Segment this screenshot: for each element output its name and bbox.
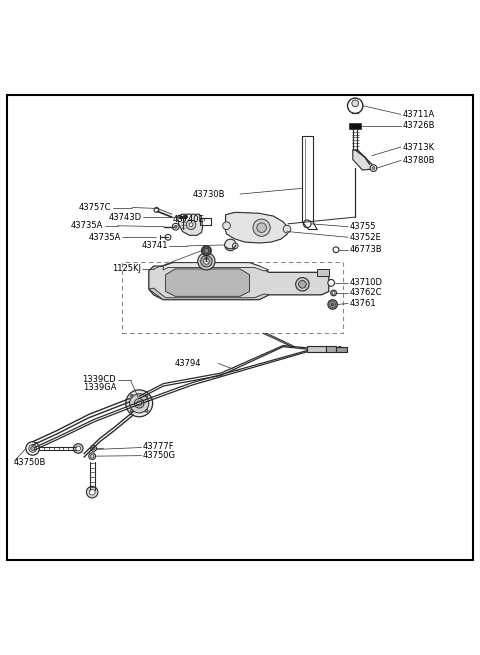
Circle shape [337, 346, 342, 352]
Text: 43735A: 43735A [71, 221, 103, 231]
Circle shape [202, 246, 211, 255]
Circle shape [352, 100, 359, 107]
Circle shape [145, 409, 148, 412]
Text: 43711A: 43711A [402, 110, 434, 119]
Circle shape [186, 220, 196, 230]
Circle shape [90, 454, 94, 458]
Circle shape [174, 225, 177, 228]
Text: 43750B: 43750B [13, 458, 46, 468]
Circle shape [145, 394, 148, 398]
Text: 43713K: 43713K [402, 143, 434, 151]
Circle shape [333, 247, 339, 253]
Polygon shape [353, 150, 372, 170]
Circle shape [134, 398, 144, 408]
Polygon shape [163, 263, 269, 271]
Text: 43743D: 43743D [108, 213, 142, 221]
Text: 43740E: 43740E [172, 215, 204, 225]
Circle shape [299, 280, 306, 288]
Text: 43757C: 43757C [79, 203, 111, 212]
Circle shape [198, 253, 215, 270]
Circle shape [130, 409, 133, 412]
Text: 43726B: 43726B [402, 121, 435, 130]
Circle shape [31, 447, 35, 451]
Polygon shape [166, 269, 250, 296]
Circle shape [89, 489, 95, 495]
Text: 43735A: 43735A [89, 233, 121, 242]
Circle shape [296, 278, 309, 291]
Circle shape [92, 447, 95, 450]
Text: 1339GA: 1339GA [83, 383, 116, 392]
Polygon shape [225, 212, 288, 243]
Circle shape [204, 248, 209, 253]
Text: 43741: 43741 [142, 242, 168, 250]
Polygon shape [178, 214, 203, 235]
Circle shape [189, 223, 193, 227]
Circle shape [328, 280, 335, 286]
Text: 43750G: 43750G [143, 451, 176, 460]
Circle shape [73, 443, 83, 453]
Circle shape [330, 301, 336, 307]
Circle shape [337, 346, 342, 352]
Circle shape [137, 401, 142, 405]
Circle shape [86, 487, 98, 498]
Text: 43780B: 43780B [402, 156, 435, 165]
Circle shape [253, 219, 270, 236]
Circle shape [204, 258, 209, 264]
Circle shape [232, 243, 238, 249]
Circle shape [372, 167, 375, 170]
Text: 43777F: 43777F [143, 442, 175, 451]
Text: 43761: 43761 [349, 299, 376, 308]
Circle shape [331, 290, 336, 296]
Bar [317, 269, 329, 276]
Bar [122, 262, 343, 333]
Circle shape [257, 223, 266, 233]
Circle shape [126, 390, 153, 417]
Circle shape [332, 291, 335, 294]
Circle shape [165, 234, 171, 240]
Bar [307, 346, 326, 352]
Text: 1339CD: 1339CD [83, 375, 116, 384]
Bar [349, 123, 361, 129]
Polygon shape [149, 288, 269, 299]
Circle shape [130, 394, 133, 398]
Circle shape [348, 98, 363, 113]
Circle shape [154, 208, 159, 212]
Circle shape [331, 303, 334, 306]
Circle shape [303, 220, 311, 228]
Circle shape [26, 441, 39, 455]
Circle shape [283, 225, 291, 233]
Text: 43752E: 43752E [349, 233, 381, 242]
Text: 1125KJ: 1125KJ [112, 265, 141, 273]
Circle shape [172, 223, 179, 230]
Text: 43710D: 43710D [349, 278, 383, 288]
Circle shape [76, 446, 81, 451]
Text: 43755: 43755 [349, 222, 376, 231]
Bar [326, 346, 336, 352]
Circle shape [370, 165, 377, 172]
Circle shape [225, 239, 236, 251]
Polygon shape [149, 263, 329, 299]
Circle shape [89, 453, 96, 460]
Circle shape [223, 222, 230, 230]
Circle shape [201, 255, 212, 267]
Circle shape [130, 394, 149, 413]
Text: 43730B: 43730B [192, 189, 225, 198]
Circle shape [328, 299, 337, 309]
Bar [336, 346, 347, 352]
Circle shape [91, 445, 96, 451]
Text: 46773B: 46773B [349, 245, 382, 254]
Text: 43794: 43794 [175, 359, 202, 368]
Circle shape [29, 445, 36, 453]
Text: 43762C: 43762C [349, 288, 382, 297]
